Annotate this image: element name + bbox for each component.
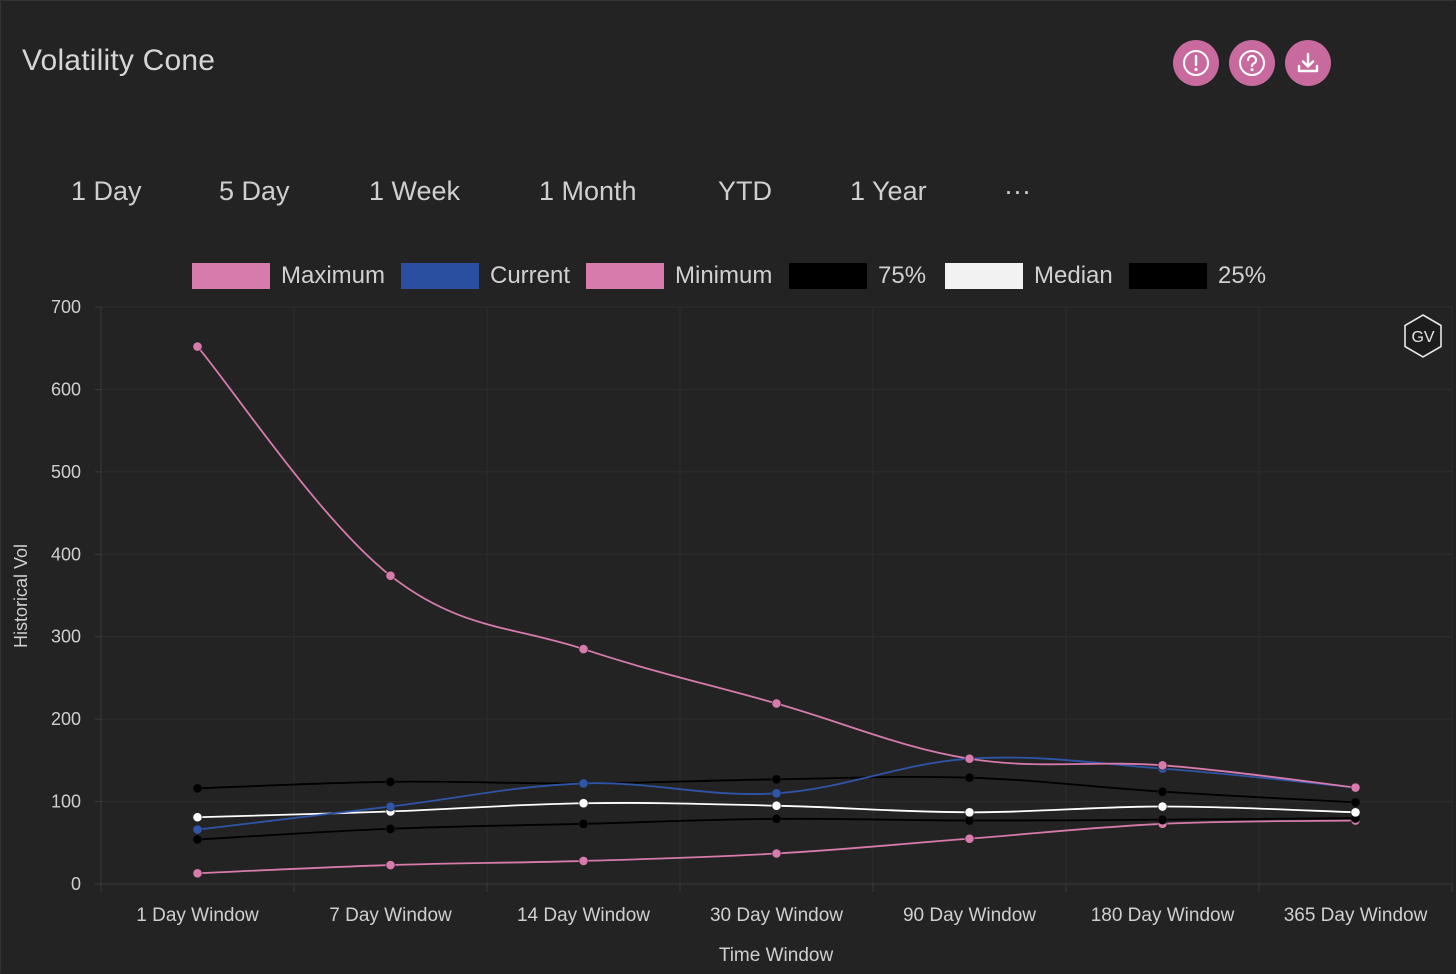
legend-swatch (789, 263, 867, 289)
data-point-75-percent (1350, 797, 1361, 808)
data-point-maximum (964, 753, 975, 764)
series-line-maximum (196, 345, 1356, 789)
range-1-year[interactable]: 1 Year (850, 176, 927, 206)
legend-swatch (1129, 263, 1207, 289)
x-tick-label: 90 Day Window (903, 905, 1036, 926)
y-axis-label: Historical Vol (11, 544, 31, 648)
legend-item-current[interactable]: Current (401, 262, 570, 290)
legend-label: Minimum (675, 262, 773, 289)
legend-item-median[interactable]: Median (945, 262, 1113, 290)
data-point-75-percent (964, 772, 975, 783)
data-point-25-percent (192, 834, 203, 845)
data-point-median (771, 800, 782, 811)
range-1-month[interactable]: 1 Month (539, 176, 637, 206)
legend-swatch (945, 263, 1023, 289)
data-point-maximum (1157, 760, 1168, 771)
data-point-current (192, 824, 203, 835)
x-axis-label: Time Window (719, 945, 834, 966)
data-point-current (385, 801, 396, 812)
range-more[interactable]: ··· (1004, 176, 1031, 206)
legend-label: 75% (878, 262, 927, 289)
legend-item-maximum[interactable]: Maximum (192, 262, 385, 290)
data-point-25-percent (964, 815, 975, 826)
data-point-25-percent (771, 813, 782, 824)
series-group (192, 341, 1361, 879)
y-tick-label: 500 (51, 462, 81, 482)
y-tick-label: 200 (51, 709, 81, 729)
help-button[interactable] (1229, 40, 1275, 86)
legend-label: Median (1034, 262, 1113, 289)
range-5-day[interactable]: 5 Day (219, 176, 290, 206)
data-point-75-percent (1157, 786, 1168, 797)
data-point-median (1157, 801, 1168, 812)
x-tick-label: 30 Day Window (710, 905, 843, 926)
axes: 0 100 200 300 400 500 600 700 1 Day Window 7 Day … (51, 297, 1453, 926)
download-icon (1297, 52, 1319, 73)
data-point-current (578, 778, 589, 789)
gv-logo-text: GV (1411, 329, 1434, 346)
data-point-minimum (385, 860, 396, 870)
data-point-maximum (771, 698, 782, 709)
data-point-median (1350, 807, 1361, 818)
grid (100, 306, 1453, 885)
y-tick-label: 600 (51, 379, 81, 399)
data-point-minimum (964, 833, 975, 844)
data-point-maximum (1350, 782, 1361, 793)
range-ytd[interactable]: YTD (718, 176, 772, 206)
data-point-75-percent (771, 774, 782, 785)
x-tick-label: 1 Day Window (136, 905, 259, 926)
data-point-maximum (385, 570, 396, 581)
x-tick-label: 365 Day Window (1284, 905, 1428, 926)
exclamation-circle-icon (1183, 50, 1209, 76)
range-1-day[interactable]: 1 Day (71, 176, 142, 206)
data-point-25-percent (385, 823, 396, 834)
legend-item-25-percent[interactable]: 25% (1129, 262, 1266, 290)
legend-item-75-percent[interactable]: 75% (789, 262, 926, 290)
legend-swatch (401, 263, 479, 289)
x-tick-label: 7 Day Window (329, 905, 452, 926)
toolbar (1173, 40, 1331, 86)
y-tick-label: 400 (51, 544, 81, 564)
question-circle-icon (1239, 50, 1265, 76)
legend-label: Current (490, 262, 571, 289)
y-tick-label: 100 (51, 792, 81, 812)
legend-swatch (192, 263, 270, 289)
data-point-maximum (578, 644, 589, 654)
data-point-25-percent (1157, 814, 1168, 825)
page-title: Volatility Cone (22, 44, 216, 77)
x-tick-label: 14 Day Window (517, 905, 650, 926)
data-point-median (192, 812, 203, 823)
data-point-median (964, 807, 975, 818)
data-point-minimum (578, 856, 589, 866)
data-point-median (578, 798, 589, 809)
legend-item-minimum[interactable]: Minimum (586, 262, 772, 290)
x-tick-label: 180 Day Window (1091, 905, 1235, 926)
legend-swatch (586, 263, 664, 289)
data-point-75-percent (192, 783, 203, 794)
data-point-maximum (192, 341, 203, 352)
series-line-minimum (197, 819, 1356, 875)
legend-label: 25% (1218, 262, 1267, 289)
data-point-75-percent (385, 776, 396, 787)
data-point-minimum (192, 868, 203, 879)
range-1-week[interactable]: 1 Week (369, 176, 461, 206)
legend-label: Maximum (281, 262, 386, 289)
y-tick-label: 700 (51, 297, 81, 317)
data-point-current (771, 788, 782, 799)
data-point-minimum (771, 848, 782, 859)
y-tick-label: 0 (71, 874, 81, 894)
data-point-25-percent (578, 818, 589, 829)
gv-logo-icon: GV (1404, 314, 1442, 358)
info-button[interactable] (1173, 40, 1219, 86)
download-button[interactable] (1285, 40, 1331, 86)
y-tick-label: 300 (51, 627, 81, 647)
